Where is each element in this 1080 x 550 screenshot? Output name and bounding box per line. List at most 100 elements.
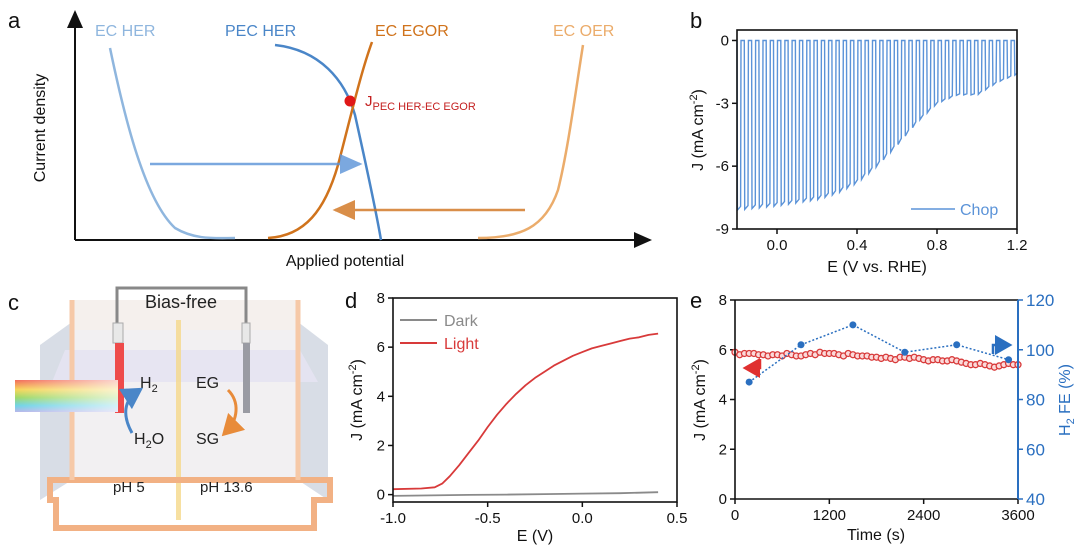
frame-d: [392, 297, 678, 503]
curve-label-ec-her: EC HER: [95, 23, 155, 40]
right-axis-indicator-arrow: [991, 335, 1013, 355]
panel-label-b: b: [690, 8, 702, 33]
x-tick-label-b: 0.0: [767, 237, 788, 254]
left-ph-label: pH 5: [113, 479, 145, 496]
y-tick-label-b: -6: [716, 158, 729, 175]
curve-label-ec-oer: EC OER: [553, 23, 614, 40]
intersection-label: JPEC HER-EC EGOR: [365, 93, 476, 113]
series-line-light: [392, 332, 659, 491]
plot-d: -1.0 -0.5 0.0 0.5 0 2 4 6 8: [377, 290, 688, 527]
cell-base-frame: [47, 477, 333, 531]
y-tick-label-d: 0: [377, 487, 385, 504]
curve-pec-her: [274, 43, 383, 241]
y-tick-label-d: 2: [377, 437, 385, 454]
series-line-dark: [392, 491, 659, 497]
y-label-d: J (mA cm-2): [347, 359, 366, 441]
light-beam-fade: [15, 380, 118, 412]
h2o-label: H2O: [134, 431, 164, 451]
legend-label-chop: Chop: [960, 202, 998, 219]
membrane-electrode-plane: [52, 350, 318, 382]
frame-b: [736, 29, 1018, 230]
y2-tick-label-e: 100: [1026, 341, 1054, 360]
curve-ec-oer: [477, 44, 585, 240]
y-tick-label-b: -3: [716, 95, 729, 112]
x-label-d: E (V): [517, 528, 553, 545]
data-point-fe: [953, 341, 961, 349]
h2-label: H2: [140, 375, 158, 395]
y-label-b: J (mA cm-2): [688, 89, 707, 171]
panel-label-a: a: [8, 8, 21, 33]
x-tick-label-e: 3600: [1001, 507, 1034, 524]
panel-b: b 0.0 0.4 0.8 1.2 0 -3 -6 -9 E (V vs. RHE) J (m…: [688, 8, 1027, 276]
y-tick-label-b: 0: [721, 32, 729, 49]
legend-label-light: Light: [444, 336, 479, 353]
plot-b: 0.0 0.4 0.8 1.2 0 -3 -6 -9: [716, 32, 1028, 254]
curve-ec-her: [108, 47, 236, 240]
y2-tick-label-e: 120: [1026, 291, 1054, 310]
data-point-fe: [849, 321, 857, 329]
panel-c: c Bias-free H2 H2O EG SG pH 5 pH 13.6: [8, 286, 333, 540]
series-line-fe: [748, 324, 1009, 383]
x-tick-label-d: -1.0: [380, 510, 406, 527]
y-tick-label-e: 4: [719, 392, 727, 409]
x-tick-label-e: 0: [731, 507, 739, 524]
y-tick-label-e: 6: [719, 342, 727, 359]
right-ph-label: pH 13.6: [200, 479, 253, 496]
x-tick-label-d: 0.5: [667, 510, 688, 527]
photocathode: [115, 343, 124, 413]
data-point-fe: [797, 341, 805, 349]
y-tick-label-d: 8: [377, 290, 385, 307]
curve-ec-egor: [267, 41, 374, 240]
bias-free-label: Bias-free: [145, 292, 217, 312]
x-tick-label-b: 1.2: [1007, 237, 1028, 254]
x-tick-label-e: 1200: [813, 507, 846, 524]
data-point-fe: [745, 378, 753, 386]
y-tick-label-e: 0: [719, 491, 727, 508]
y-tick-label-e: 2: [719, 441, 727, 458]
intersection-point: [344, 95, 356, 107]
x-tick-label-e: 2400: [907, 507, 940, 524]
anode: [243, 343, 250, 413]
cell-right-plate: [298, 322, 328, 500]
x-tick-label-b: 0.8: [927, 237, 948, 254]
membrane-divider: [176, 320, 181, 520]
water-reduction-arrow: [118, 387, 144, 434]
y2-tick-label-e: 80: [1026, 391, 1045, 410]
watermark-logo: [13, 521, 53, 540]
eg-label: EG: [196, 375, 219, 392]
y-label-e: J (mA cm-2): [690, 359, 709, 441]
eg-oxidation-arrow: [221, 388, 246, 437]
y-tick-label-e: 8: [719, 292, 727, 309]
y-label-a: Current density: [32, 74, 49, 183]
curve-label-pec-her: PEC HER: [225, 23, 296, 40]
x-label-a: Applied potential: [286, 253, 404, 270]
x-tick-label-b: 0.4: [847, 237, 868, 254]
legend-label-dark: Dark: [444, 313, 479, 330]
y2-label-e: H2 FE (%): [1057, 364, 1077, 436]
data-point-fe: [901, 348, 909, 356]
panel-a: a Applied potential Current density EC H…: [8, 8, 652, 270]
y-tick-label-d: 6: [377, 339, 385, 356]
x-tick-label-d: 0.0: [572, 510, 593, 527]
panel-label-c: c: [8, 290, 19, 315]
y2-tick-label-e: 60: [1026, 440, 1045, 459]
x-label-e: Time (s): [847, 527, 905, 544]
left-axis-indicator-arrow: [742, 358, 762, 378]
sg-label: SG: [196, 431, 219, 448]
panel-label-d: d: [345, 288, 357, 313]
series-line-chop: [736, 39, 1018, 212]
photocathode-holder: [112, 322, 124, 344]
x-label-b: E (V vs. RHE): [827, 259, 927, 276]
data-point-fe: [1005, 356, 1013, 364]
external-wire: [115, 286, 248, 325]
x-tick-label-d: -0.5: [475, 510, 501, 527]
panel-e: e 0 1200 2400 3600 0 2 4 6 8 40 60 80 100 120 Time (s…: [690, 288, 1077, 544]
plot-e: 0 1200 2400 3600 0 2 4 6 8 40 60 80 100 120: [719, 291, 1055, 524]
anode-holder: [241, 322, 251, 344]
y-tick-label-d: 4: [377, 388, 385, 405]
curve-label-ec-egor: EC EGOR: [375, 23, 449, 40]
y2-tick-label-e: 40: [1026, 490, 1045, 509]
panel-label-e: e: [690, 288, 702, 313]
